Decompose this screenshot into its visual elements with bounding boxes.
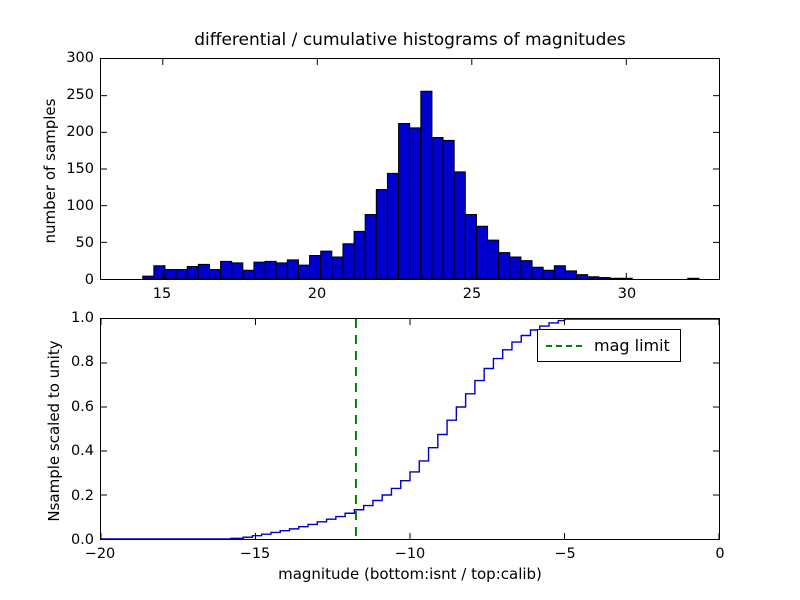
histogram-bar — [610, 278, 621, 279]
histogram-bar — [209, 269, 220, 279]
top-y-tick-label: 100 — [66, 197, 94, 214]
legend-label-mag-limit: mag limit — [594, 336, 670, 355]
histogram-bar — [287, 260, 298, 279]
top-y-tick-label: 150 — [66, 160, 94, 177]
histogram-bar — [143, 276, 154, 279]
histogram-bar — [432, 137, 443, 279]
histogram-bar — [588, 277, 599, 279]
bottom-y-tick-label: 1.0 — [70, 309, 94, 326]
top-y-axis-label: number of samples — [41, 98, 59, 244]
histogram-bar — [198, 264, 209, 279]
histogram-bar — [387, 173, 398, 279]
mag-limit-line-icon — [546, 344, 582, 347]
bottom-x-tick-label: −20 — [84, 546, 116, 562]
histogram-bar — [343, 244, 354, 279]
bottom-y-tick-label: 0.8 — [70, 354, 94, 371]
top-x-tick-label: 25 — [462, 286, 482, 302]
top-x-tick-label: 15 — [152, 286, 172, 302]
top-y-tick-label: 0 — [84, 271, 94, 288]
histogram-bar — [577, 275, 588, 279]
histogram-bar — [476, 226, 487, 279]
histogram-bar — [565, 271, 576, 279]
bottom-x-tick-label: −5 — [554, 546, 576, 562]
bottom-x-axis-ticks: −20 −15 −10 −5 0 — [85, 546, 725, 567]
histogram-bar — [321, 251, 332, 279]
histogram-bar — [521, 261, 532, 279]
histogram-bar — [254, 262, 265, 279]
bottom-x-tick-label: 0 — [715, 546, 725, 562]
top-y-axis-ticks: 0 50 100 150 200 250 300 — [50, 51, 94, 287]
bottom-y-axis-ticks: 0.0 0.2 0.4 0.6 0.8 1.0 — [50, 311, 94, 547]
bottom-y-tick-label: 0.0 — [70, 531, 94, 548]
histogram-bar — [176, 269, 187, 279]
bottom-x-tick-label: −10 — [394, 546, 426, 562]
histogram-bar — [543, 270, 554, 279]
top-y-tick-label: 50 — [75, 234, 94, 251]
legend: mag limit — [537, 329, 681, 362]
top-axes-differential-histogram — [100, 58, 720, 280]
histogram-bar — [488, 240, 499, 279]
top-y-tick-label: 200 — [66, 123, 94, 140]
histogram-bar — [354, 231, 365, 279]
histogram-bar — [221, 261, 232, 279]
histogram-bar — [332, 257, 343, 279]
top-x-axis-ticks: 15 20 25 30 — [100, 287, 720, 307]
histogram-bar — [688, 278, 699, 279]
cumulative-curve — [101, 319, 719, 539]
histogram-bar — [276, 263, 287, 279]
histogram-bar — [165, 269, 176, 279]
histogram-bar — [310, 256, 321, 279]
histogram-bar — [499, 253, 510, 279]
top-y-tick-label: 250 — [66, 86, 94, 103]
histogram-bar — [421, 91, 432, 279]
bottom-y-tick-label: 0.6 — [70, 398, 94, 415]
x-axis-label: magnitude (bottom:isnt / top:calib) — [278, 565, 542, 583]
histogram-bar — [365, 214, 376, 279]
histogram-bar — [376, 190, 387, 279]
histogram-bar — [187, 267, 198, 279]
histogram-bar — [554, 266, 565, 279]
histogram-bar — [454, 172, 465, 279]
histogram-plot-area — [101, 59, 719, 279]
histogram-bar — [399, 124, 410, 279]
top-x-tick-label: 20 — [307, 286, 327, 302]
cumulative-plot-area — [101, 319, 719, 539]
histogram-bar — [443, 140, 454, 279]
histogram-bar — [265, 261, 276, 279]
bottom-y-tick-label: 0.2 — [70, 487, 94, 504]
histogram-bar — [243, 270, 254, 279]
top-y-tick-label: 300 — [66, 49, 94, 66]
bottom-x-tick-label: −15 — [239, 546, 271, 562]
histogram-bar — [465, 214, 476, 279]
histogram-bar — [532, 267, 543, 279]
histogram-bar — [599, 278, 610, 279]
histogram-bar — [232, 263, 243, 279]
top-x-tick-label: 30 — [617, 286, 637, 302]
histogram-bar — [510, 257, 521, 279]
bottom-y-axis-label: Nsample scaled to unity — [45, 340, 63, 522]
page-title: differential / cumulative histograms of … — [194, 30, 626, 50]
histogram-bar — [298, 265, 309, 279]
histogram-bar — [410, 128, 421, 279]
bottom-y-tick-label: 0.4 — [70, 442, 94, 459]
